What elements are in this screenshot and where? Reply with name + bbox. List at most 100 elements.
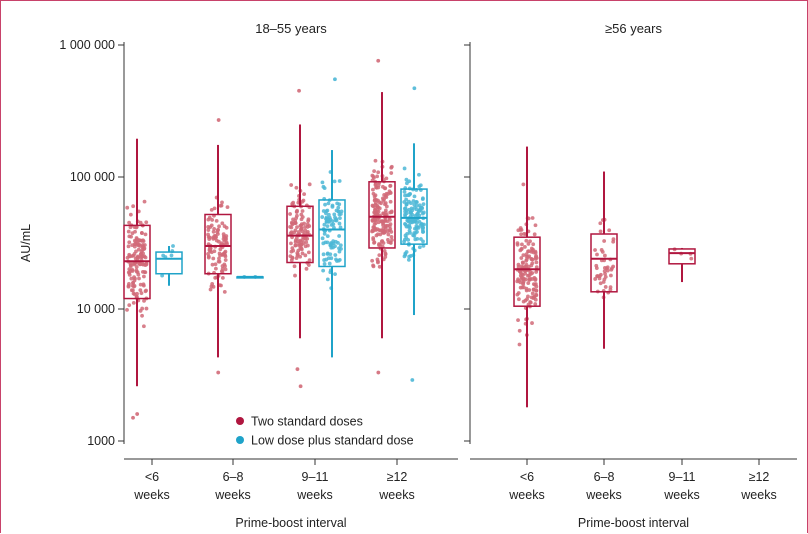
data-point xyxy=(594,266,599,271)
data-point xyxy=(220,200,224,205)
data-point xyxy=(521,261,525,265)
data-point xyxy=(372,169,377,174)
data-point xyxy=(389,171,394,175)
data-point xyxy=(371,218,376,222)
data-point xyxy=(327,212,331,217)
data-point xyxy=(407,228,412,233)
outlier-point xyxy=(376,370,381,375)
data-point xyxy=(322,222,327,227)
data-point xyxy=(376,170,381,175)
data-point xyxy=(388,210,393,215)
data-point xyxy=(408,210,413,215)
data-point xyxy=(141,282,146,287)
data-point xyxy=(293,238,298,243)
outlier-point xyxy=(131,415,135,420)
data-point xyxy=(374,233,379,238)
data-point xyxy=(138,282,143,287)
data-point xyxy=(321,268,326,273)
data-point xyxy=(377,206,382,211)
data-point xyxy=(532,294,537,299)
data-point xyxy=(375,174,380,179)
data-point xyxy=(217,256,221,261)
data-point xyxy=(530,216,535,220)
data-point xyxy=(520,285,525,290)
data-point xyxy=(220,275,225,280)
data-point xyxy=(337,221,342,226)
data-point xyxy=(529,257,534,262)
data-point xyxy=(611,239,616,244)
data-point xyxy=(133,242,137,247)
data-point xyxy=(129,288,134,293)
data-point xyxy=(403,252,408,257)
data-point xyxy=(126,284,131,289)
data-point xyxy=(132,225,137,230)
data-point xyxy=(523,264,528,269)
data-point xyxy=(517,328,522,333)
data-point xyxy=(217,259,222,264)
data-point xyxy=(131,261,136,266)
data-point xyxy=(127,234,132,239)
data-point xyxy=(144,306,149,311)
data-point xyxy=(295,225,299,230)
data-point xyxy=(327,219,332,224)
data-point xyxy=(330,219,335,224)
data-point xyxy=(608,285,613,289)
data-point xyxy=(408,220,413,225)
data-point xyxy=(139,291,144,296)
data-point xyxy=(303,253,308,258)
data-point xyxy=(518,248,523,253)
data-point xyxy=(142,247,147,251)
data-point xyxy=(206,254,211,259)
data-point xyxy=(337,234,342,238)
data-point xyxy=(333,244,337,249)
data-point xyxy=(388,222,393,227)
data-point xyxy=(417,219,422,224)
data-point xyxy=(533,282,537,287)
data-point xyxy=(125,205,130,210)
data-point xyxy=(521,253,526,258)
data-point xyxy=(383,230,387,235)
data-point xyxy=(607,228,612,233)
data-point xyxy=(523,245,527,249)
x-tick-label: 6–8 xyxy=(594,470,615,484)
data-point xyxy=(217,224,221,229)
data-point xyxy=(389,164,394,169)
data-point xyxy=(336,209,341,214)
data-point xyxy=(300,251,305,256)
x-tick-label: 9–11 xyxy=(669,470,696,484)
data-point xyxy=(534,265,539,269)
data-point xyxy=(125,307,129,312)
outlier-point xyxy=(135,412,140,416)
x-tick-label: weeks xyxy=(740,488,776,502)
data-point xyxy=(378,228,383,233)
data-point xyxy=(515,241,520,246)
data-point xyxy=(141,324,146,329)
data-point xyxy=(129,276,134,281)
data-point xyxy=(330,204,335,209)
data-point xyxy=(290,255,295,260)
data-point xyxy=(333,272,337,277)
data-point xyxy=(325,217,329,221)
data-point xyxy=(323,202,327,207)
data-point xyxy=(139,255,144,259)
x-tick-label: ≥12 xyxy=(387,470,408,484)
data-point xyxy=(421,202,426,207)
data-point xyxy=(383,186,388,190)
data-point xyxy=(128,212,133,217)
data-point xyxy=(402,239,406,244)
data-point xyxy=(404,250,409,254)
data-point xyxy=(381,221,385,226)
outlier-point xyxy=(410,378,415,382)
data-point xyxy=(521,182,526,187)
data-point xyxy=(171,244,175,248)
data-point xyxy=(593,248,597,252)
data-point xyxy=(528,300,533,304)
data-point xyxy=(533,302,538,306)
data-point xyxy=(595,252,599,257)
data-point xyxy=(377,264,382,269)
data-point xyxy=(209,207,214,212)
data-point xyxy=(387,228,392,233)
data-point xyxy=(404,177,409,182)
data-point xyxy=(223,253,227,258)
